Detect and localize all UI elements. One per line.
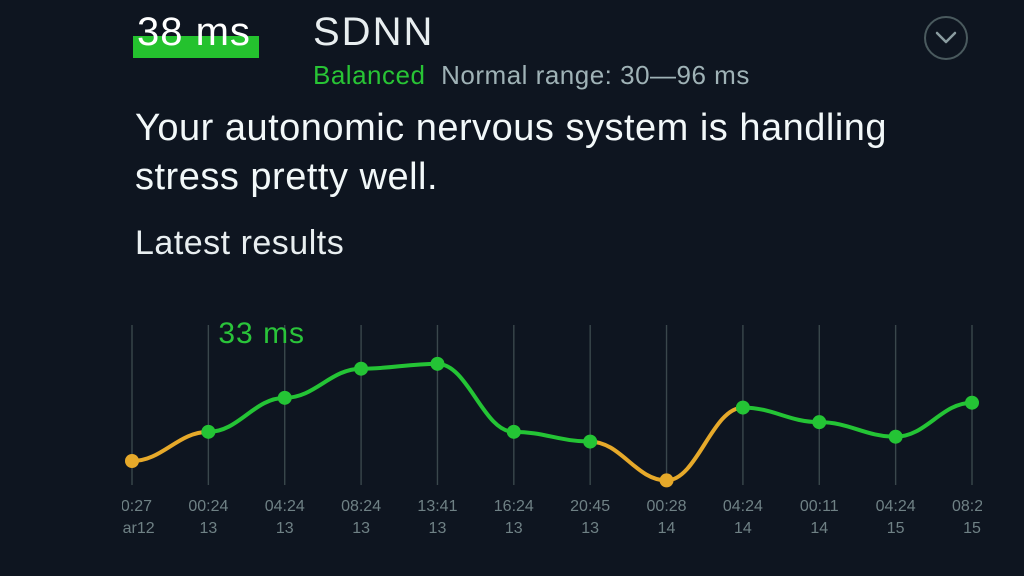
x-axis-date-label: Mar12 [122,520,155,537]
expand-button[interactable] [924,16,968,60]
x-axis-time-label: 08:25 [952,498,982,515]
chevron-down-icon [935,31,957,45]
x-axis-time-label: 08:24 [341,498,381,515]
x-axis-date-label: 13 [505,520,523,537]
x-axis-date-label: 14 [734,520,752,537]
x-axis-date-label: 14 [810,520,828,537]
sdnn-panel: 38 ms SDNN Balanced Normal range: 30—96 … [0,0,1024,576]
x-axis-time-label: 04:24 [723,498,763,515]
x-axis-time-label: 20:45 [570,498,610,515]
normal-range-label: Normal range: 30—96 ms [441,60,750,90]
x-axis-date-label: 15 [963,520,981,537]
metric-header: 38 ms SDNN Balanced Normal range: 30—96 … [135,10,974,55]
section-title: Latest results [135,224,344,263]
x-axis-time-label: 00:24 [188,498,228,515]
x-axis-time-label: 20:27 [122,498,152,515]
x-axis-date-label: 13 [199,520,217,537]
latest-results-chart: 33 ms 20:27 Mar12 00:24 13 04:24 13 08:24 13 13:… [122,275,982,555]
metric-description: Your autonomic nervous system is handlin… [135,104,934,201]
x-axis-time-label: 13:41 [417,498,457,515]
x-axis-time-label: 04:24 [265,498,305,515]
metric-value: 38 ms [135,10,253,55]
status-label: Balanced [313,60,425,90]
x-axis-time-label: 16:24 [494,498,534,515]
x-axis-date-label: 13 [276,520,294,537]
x-axis-date-label: 14 [658,520,676,537]
x-axis-date-label: 13 [429,520,447,537]
x-axis-date-label: 13 [581,520,599,537]
x-axis-time-label: 00:28 [647,498,687,515]
x-axis-time-label: 00:11 [800,498,839,515]
x-axis-date-label: 15 [887,520,905,537]
x-axis-time-label: 04:24 [876,498,916,515]
metric-value-text: 38 ms [137,10,251,54]
status-row: Balanced Normal range: 30—96 ms [313,60,750,91]
x-axis-date-label: 13 [352,520,370,537]
chart-callout: 33 ms [218,317,305,351]
metric-name: SDNN [313,10,434,55]
